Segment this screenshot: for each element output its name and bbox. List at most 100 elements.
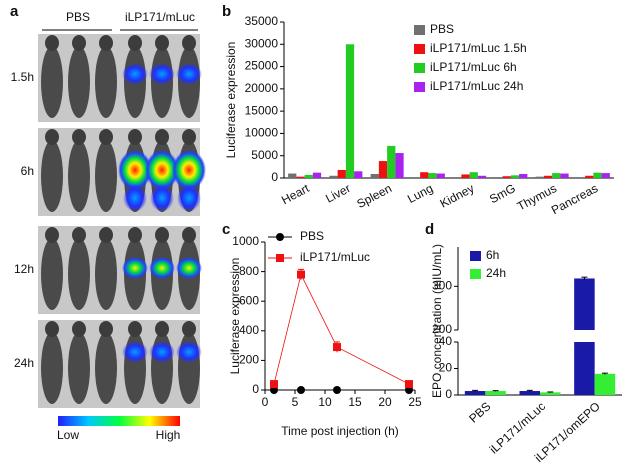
bar: [552, 173, 561, 178]
bar: [585, 175, 594, 178]
bar: [502, 176, 511, 178]
y-tick-label: 10000: [245, 126, 279, 140]
y-axis-label: Luciferase expression: [228, 258, 242, 375]
x-tick-label: Pancreas: [549, 181, 600, 217]
bar: [560, 173, 569, 178]
legend-label: iLP171/mLuc 1.5h: [430, 41, 527, 55]
bar: [535, 176, 544, 178]
y-tick-label: 200: [239, 353, 259, 367]
marker: [276, 233, 284, 241]
bar: [329, 175, 338, 178]
y-tick-label: 1000: [232, 234, 259, 248]
bar: [494, 177, 503, 178]
signal: [149, 341, 175, 363]
colorbar-label: Low: [57, 428, 79, 442]
row-label: 24h: [14, 356, 34, 370]
bar: [288, 173, 297, 178]
mouse-head: [128, 227, 142, 243]
mouse-body: [68, 140, 90, 212]
signal: [118, 150, 152, 190]
mouse-body: [41, 238, 63, 310]
bar: [574, 278, 595, 330]
mouse-head: [99, 35, 113, 51]
mouse-head: [45, 321, 59, 337]
bar: [436, 173, 445, 178]
y-tick-label: 0: [271, 170, 278, 184]
mouse-head: [45, 227, 59, 243]
x-tick-label: PBS: [466, 399, 493, 425]
bar: [574, 342, 595, 395]
mouse-head: [182, 321, 196, 337]
x-tick-label: 5: [292, 395, 299, 409]
y-tick-label: 25000: [245, 59, 279, 73]
bar: [337, 169, 346, 178]
bar: [354, 171, 363, 178]
bar: [304, 174, 313, 178]
mouse-body: [95, 332, 117, 404]
signal: [149, 257, 175, 279]
bar: [519, 173, 528, 178]
mouse-body: [68, 238, 90, 310]
y-tick-label: 30000: [245, 36, 279, 50]
marker: [270, 380, 278, 389]
signal: [123, 184, 147, 212]
y-tick-label: 5000: [251, 148, 278, 162]
signal: [122, 63, 148, 85]
x-tick-label: 25: [408, 395, 422, 409]
y-tick-label: 200: [432, 322, 452, 336]
mouse-head: [72, 35, 86, 51]
legend-swatch: [414, 44, 425, 54]
mouse-head: [72, 227, 86, 243]
signal: [172, 150, 206, 190]
mouse-head: [155, 129, 169, 145]
x-tick-label: 0: [262, 395, 269, 409]
legend-swatch: [470, 251, 481, 261]
bar: [594, 373, 616, 395]
bar: [453, 177, 462, 178]
y-tick-label: 400: [239, 323, 259, 337]
mouse-body: [41, 140, 63, 212]
signal: [145, 150, 179, 190]
signal: [176, 63, 202, 85]
bar: [428, 173, 437, 178]
mouse-body: [41, 46, 63, 118]
mouse-body: [41, 332, 63, 404]
signal: [149, 63, 175, 85]
mouse-head: [128, 321, 142, 337]
mouse-body: [68, 46, 90, 118]
legend-label: PBS: [430, 22, 454, 36]
group-label: PBS: [66, 10, 90, 24]
panel-label: c: [222, 221, 230, 238]
legend-swatch: [414, 63, 425, 73]
signal: [177, 184, 201, 212]
y-tick-label: 600: [239, 293, 259, 307]
y-tick-label: 15000: [245, 103, 279, 117]
y-tick-label: 35000: [245, 14, 279, 28]
signal: [150, 184, 174, 212]
bar: [395, 153, 404, 178]
y-tick-label: 20: [439, 361, 453, 375]
mouse-head: [72, 321, 86, 337]
panel-label: d: [425, 221, 434, 238]
y-tick-label: 40: [439, 334, 453, 348]
x-tick-label: Spleen: [354, 181, 394, 211]
mouse-body: [95, 140, 117, 212]
bar: [543, 175, 553, 178]
mouse-head: [155, 321, 169, 337]
panel-label: a: [10, 3, 19, 20]
y-tick-label: 800: [239, 264, 259, 278]
bar: [469, 172, 478, 178]
x-tick-label: Kidney: [438, 181, 477, 211]
mouse-body: [68, 332, 90, 404]
bar: [296, 176, 305, 178]
mouse-head: [182, 35, 196, 51]
y-tick-label: 20000: [245, 81, 279, 95]
x-tick-label: Heart: [279, 181, 312, 207]
legend-label: iLP171/mLuc 24h: [430, 79, 523, 93]
mouse-head: [155, 35, 169, 51]
bar: [411, 177, 421, 178]
marker: [297, 386, 305, 394]
bar: [461, 174, 470, 178]
image-panel: [38, 320, 200, 408]
bar: [464, 391, 486, 395]
